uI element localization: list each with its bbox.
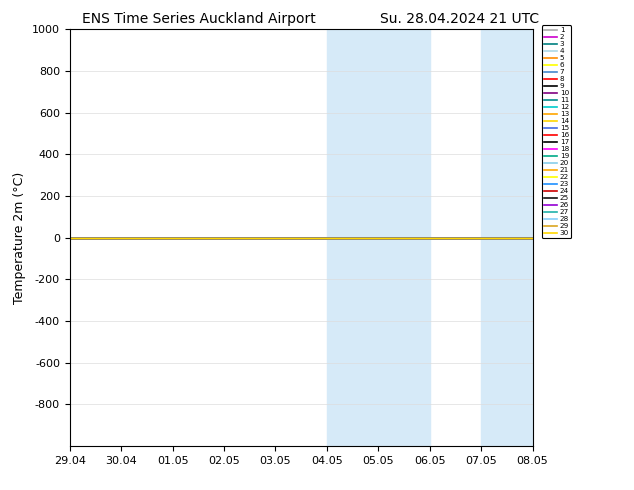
Bar <box>481 29 533 446</box>
Bar <box>327 29 430 446</box>
Text: Su. 28.04.2024 21 UTC: Su. 28.04.2024 21 UTC <box>380 12 540 26</box>
Y-axis label: Temperature 2m (°C): Temperature 2m (°C) <box>13 172 27 304</box>
Text: ENS Time Series Auckland Airport: ENS Time Series Auckland Airport <box>82 12 316 26</box>
Legend: 1, 2, 3, 4, 5, 6, 7, 8, 9, 10, 11, 12, 13, 14, 15, 16, 17, 18, 19, 20, 21, 22, 2: 1, 2, 3, 4, 5, 6, 7, 8, 9, 10, 11, 12, 1… <box>542 25 571 239</box>
